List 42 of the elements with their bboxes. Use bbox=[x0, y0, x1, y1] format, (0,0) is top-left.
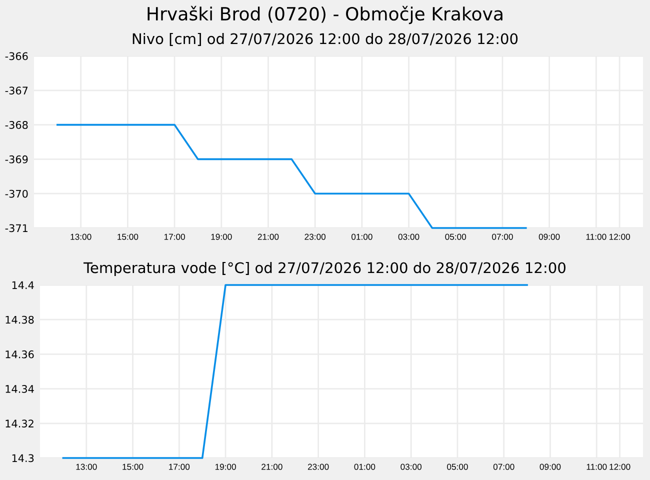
y-tick-label: 14.32 bbox=[6, 420, 34, 428]
x-tick-label: 03:00 bbox=[398, 234, 420, 240]
y-tick-label: 14.3 bbox=[12, 454, 34, 462]
x-tick-label: 11:00 bbox=[586, 234, 606, 240]
x-tick-label: 15:00 bbox=[122, 464, 144, 470]
x-tick-label: 23:00 bbox=[308, 464, 329, 470]
y-tick-label: -368 bbox=[5, 121, 28, 129]
y-tick-label: 14.4 bbox=[12, 281, 34, 289]
x-tick-label: 01:00 bbox=[351, 234, 372, 240]
x-tick-label: 19:00 bbox=[211, 234, 232, 240]
x-tick-label: 15:00 bbox=[118, 234, 138, 240]
line-series bbox=[56, 124, 527, 229]
chart-title: Temperatura vode [°C] od 27/07/2026 12:00 do 28/07/2026 12:00 bbox=[84, 262, 566, 276]
x-tick-label: 03:00 bbox=[400, 464, 422, 470]
x-tick-label: 07:00 bbox=[492, 234, 513, 240]
x-tick-label: 19:00 bbox=[215, 464, 236, 470]
x-tick-label: 07:00 bbox=[493, 464, 514, 470]
x-tick-label: 12:00 bbox=[610, 464, 630, 470]
y-tick-label: 14.38 bbox=[6, 316, 34, 324]
x-tick-label: 13:00 bbox=[70, 234, 92, 240]
chart-title: Hrvaški Brod (0720) - Območje Krakova bbox=[148, 6, 502, 24]
x-tick-label: 21:00 bbox=[262, 464, 282, 470]
y-tick-label: -371 bbox=[5, 224, 28, 232]
x-tick-label: 13:00 bbox=[76, 464, 97, 470]
x-tick-label: 17:00 bbox=[164, 234, 185, 240]
x-tick-label: 21:00 bbox=[258, 234, 279, 240]
y-tick-label: -370 bbox=[5, 190, 28, 198]
chart-subtitle: Nivo [cm] od 27/07/2026 12:00 do 28/07/2026 12:00 bbox=[132, 32, 518, 46]
x-tick-label: 12:00 bbox=[609, 234, 630, 240]
x-tick-label: 01:00 bbox=[354, 464, 376, 470]
x-tick-label: 11:00 bbox=[586, 464, 607, 470]
x-tick-label: 09:00 bbox=[540, 464, 561, 470]
x-tick-label: 05:00 bbox=[445, 234, 466, 240]
x-tick-label: 17:00 bbox=[169, 464, 190, 470]
y-tick-label: -369 bbox=[5, 155, 28, 164]
x-tick-label: 05:00 bbox=[447, 464, 468, 470]
y-tick-label: 14.36 bbox=[6, 350, 34, 358]
y-tick-label: -367 bbox=[5, 86, 28, 95]
y-tick-label: -366 bbox=[5, 52, 28, 60]
y-tick-label: 14.34 bbox=[6, 385, 34, 393]
x-tick-label: 09:00 bbox=[538, 234, 560, 240]
x-tick-label: 23:00 bbox=[304, 234, 326, 240]
